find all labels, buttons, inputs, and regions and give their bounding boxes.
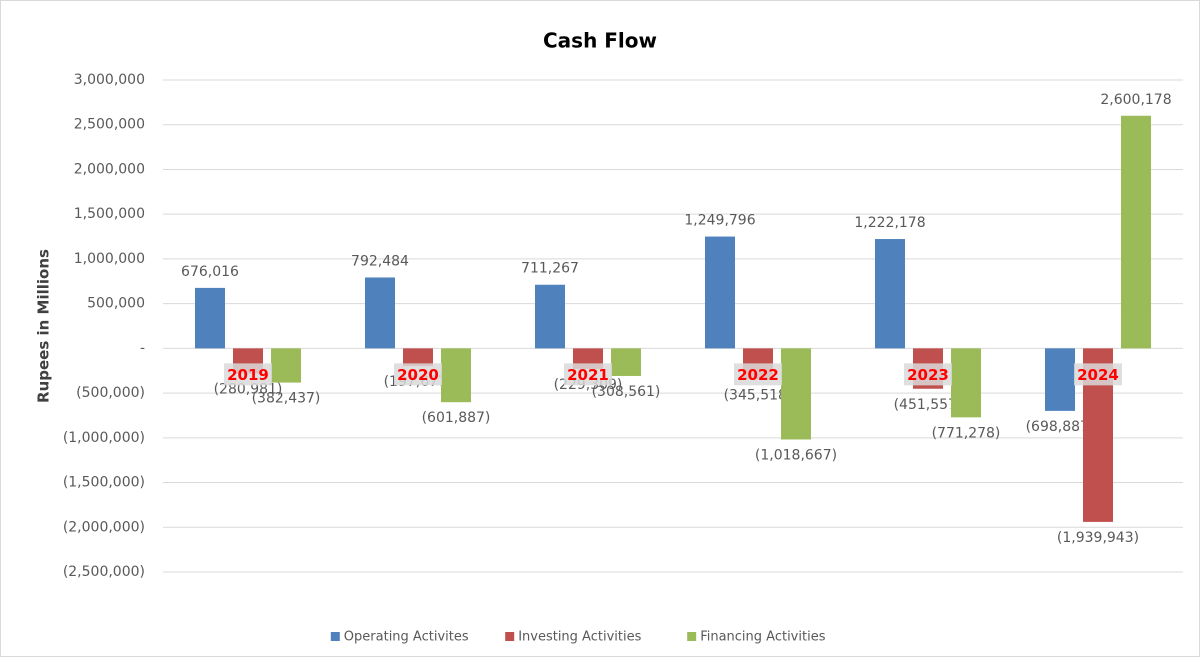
data-label: (280,981) [214,381,283,397]
y-tick-label: 1,500,000 [74,206,145,222]
x-tick-label: 2020 [397,366,439,384]
data-label: 1,222,178 [854,215,925,231]
x-tick-label-bg [394,363,442,386]
legend-swatch [330,632,340,641]
data-label: (382,437) [252,391,321,407]
y-tick-label: 2,000,000 [74,161,145,177]
data-label: (1,939,943) [1057,530,1139,546]
y-tick-label: 3,000,000 [74,72,145,88]
x-tick-label: 2021 [567,366,609,384]
data-label: (451,557) [894,397,963,413]
bar [271,348,301,383]
legend-swatch [505,632,515,641]
y-axis-title: Rupees in Millions [35,249,53,403]
legend-label: Operating Activites [344,630,469,645]
y-tick-label: 500,000 [87,296,145,312]
x-tick-label-bg [904,363,952,386]
bar [1045,348,1075,411]
legend-swatch [687,632,697,641]
x-tick-label: 2022 [737,366,779,384]
bar [1121,115,1151,349]
y-tick-label: (1,500,000) [63,475,145,491]
y-tick-label: (2,500,000) [63,564,145,580]
y-tick-label: (2,000,000) [63,519,145,535]
data-label: (308,561) [592,384,661,400]
bar [705,236,735,349]
x-tick-label: 2019 [227,366,269,384]
x-tick-label-bg [564,363,612,386]
bar [441,348,471,403]
chart-title: Cash Flow [543,29,657,53]
x-tick-label-bg [224,363,272,386]
y-tick-label: (500,000) [76,385,145,401]
bar [403,348,433,367]
bar [535,284,565,349]
y-tick-label: - [140,340,145,356]
x-tick-label-bg [1074,363,1122,386]
x-tick-label: 2023 [907,366,949,384]
data-label: 676,016 [181,264,239,280]
bar [611,348,641,376]
bar [875,239,905,349]
bar [365,277,395,349]
x-tick-label: 2024 [1077,366,1119,384]
data-label: (601,887) [422,410,491,426]
data-label: 1,249,796 [684,213,755,229]
y-tick-label: 1,000,000 [74,251,145,267]
bar [951,348,981,418]
x-tick-label-bg [734,363,782,386]
data-label: (698,887) [1026,419,1095,435]
bar [781,348,811,440]
data-label: (771,278) [932,425,1001,441]
y-tick-label: 2,500,000 [74,117,145,133]
data-label: 792,484 [351,253,409,269]
bar [195,287,225,349]
data-label: 711,267 [521,261,579,277]
data-label: (345,518) [724,387,793,403]
legend-label: Financing Activities [700,630,826,645]
data-label: (1,018,667) [755,447,837,463]
legend-label: Investing Activities [518,630,641,645]
data-label: 2,600,178 [1100,92,1171,108]
y-tick-label: (1,000,000) [63,430,145,446]
